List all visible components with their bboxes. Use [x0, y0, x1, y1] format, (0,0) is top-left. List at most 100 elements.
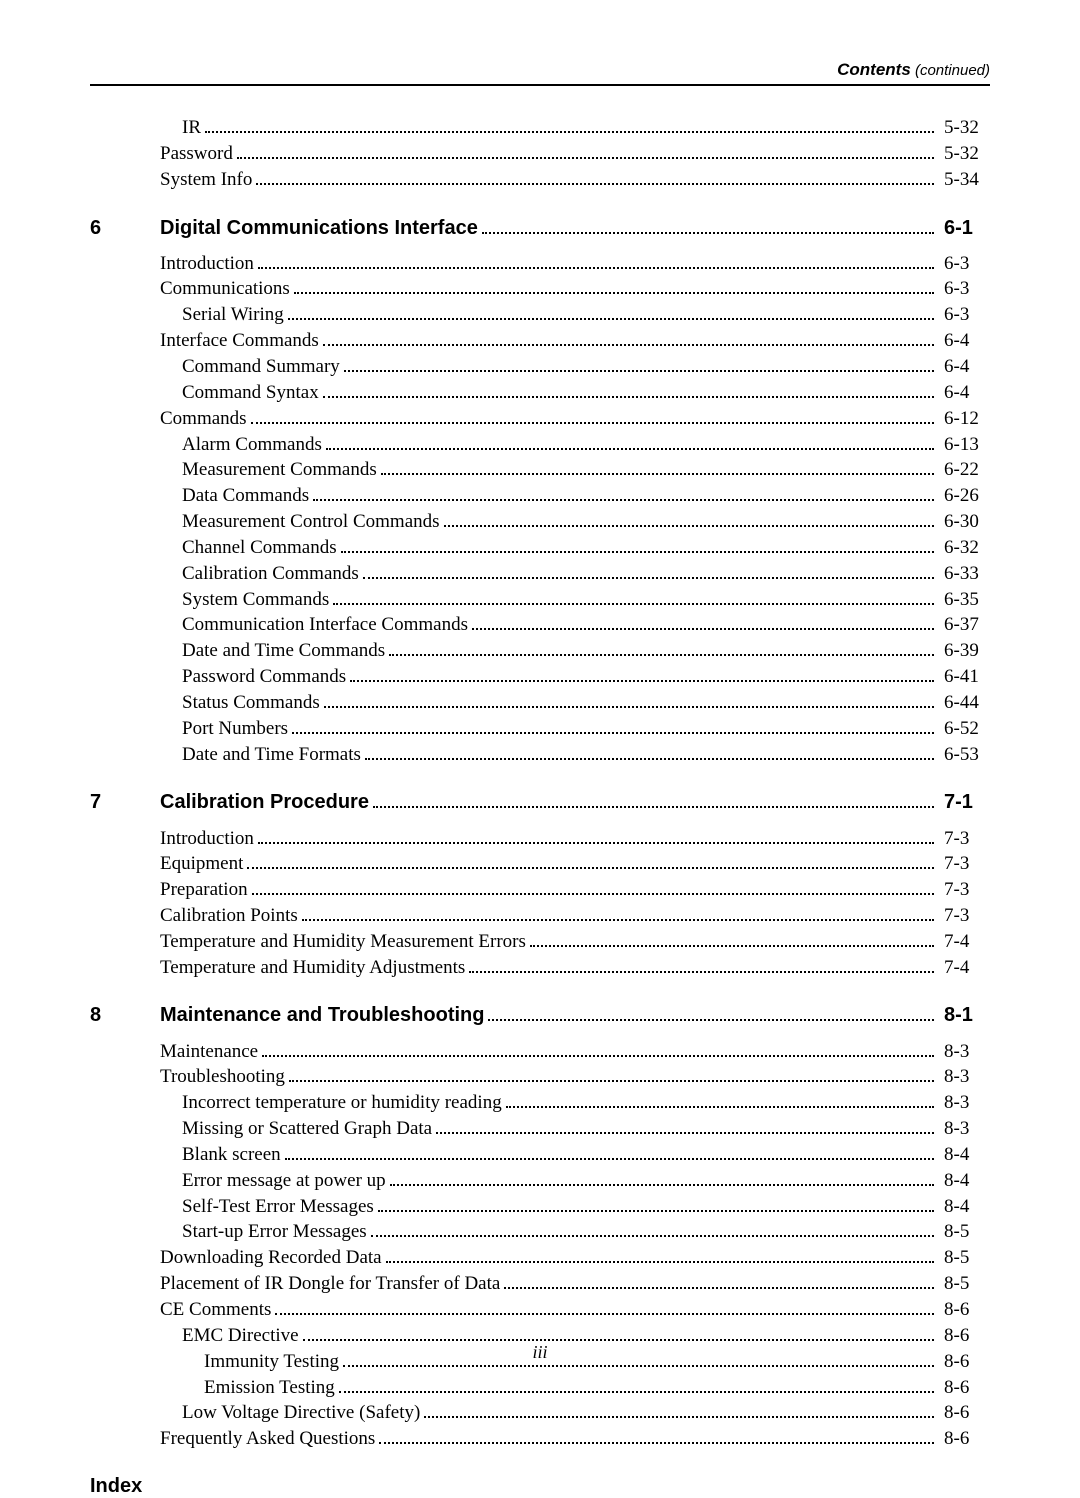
toc-entry: Incorrect temperature or humidity readin… — [160, 1089, 990, 1115]
toc-entry-label: Temperature and Humidity Measurement Err… — [160, 930, 526, 954]
toc-entry-label: Interface Commands — [160, 329, 319, 353]
toc-entry-label: Troubleshooting — [160, 1065, 285, 1089]
toc-entry-page: 7-3 — [938, 852, 990, 876]
toc-leader-dots — [285, 1141, 934, 1160]
toc-entry-page: 8-6 — [938, 1427, 990, 1451]
toc-leader-dots — [344, 353, 934, 372]
toc-chapter-entries: Introduction6-3Communications6-3Serial W… — [160, 250, 990, 767]
toc-chapter-title: Maintenance and Troubleshooting — [160, 1004, 484, 1027]
toc-entry-label: Data Commands — [160, 484, 309, 508]
toc-entry-page: 8-6 — [938, 1298, 990, 1322]
toc-entry-label: Self-Test Error Messages — [160, 1195, 374, 1219]
toc-entry-page: 6-3 — [938, 252, 990, 276]
toc-leader-dots — [390, 1167, 934, 1186]
toc-entry-label: Password Commands — [160, 665, 346, 689]
toc-entry-page: 8-3 — [938, 1091, 990, 1115]
toc-entry-label: Date and Time Formats — [160, 743, 361, 767]
toc-leader-dots — [333, 586, 934, 605]
toc-entry-label: Blank screen — [160, 1143, 281, 1167]
toc-entry-label: CE Comments — [160, 1298, 271, 1322]
toc-entry-page: 6-30 — [938, 510, 990, 534]
toc-entry-label: Commands — [160, 407, 247, 431]
toc-entry-page: 8-5 — [938, 1220, 990, 1244]
toc-entry-page: 6-22 — [938, 458, 990, 482]
toc-leader-dots — [371, 1218, 934, 1237]
toc-entry: Command Syntax6-4 — [160, 379, 990, 405]
toc-entry-page: 8-4 — [938, 1169, 990, 1193]
toc-entry-label: Calibration Commands — [160, 562, 359, 586]
toc-leader-dots — [436, 1115, 934, 1134]
toc-entry: Troubleshooting 8-3 — [160, 1063, 990, 1089]
toc-leader-dots — [365, 741, 934, 760]
toc-entry-label: Port Numbers — [160, 717, 288, 741]
toc-entry-label: Equipment — [160, 852, 243, 876]
toc-entry-page: 8-3 — [938, 1117, 990, 1141]
toc-entry: Frequently Asked Questions8-6 — [160, 1425, 990, 1451]
toc-entry-page: 6-33 — [938, 562, 990, 586]
toc-entry-page: 6-35 — [938, 588, 990, 612]
toc-leader-dots — [506, 1089, 934, 1108]
toc-leader-dots — [444, 508, 934, 527]
toc-entry-label: Status Commands — [160, 691, 320, 715]
toc-entry-label: Date and Time Commands — [160, 639, 385, 663]
toc-entry: Serial Wiring 6-3 — [160, 301, 990, 327]
toc-entry-label: Measurement Control Commands — [160, 510, 440, 534]
toc-chapter-line: Digital Communications Interface6-1 — [160, 214, 990, 240]
toc-entry: Interface Commands6-4 — [160, 327, 990, 353]
toc-leader-dots — [350, 663, 934, 682]
toc-entry-label: Emission Testing — [160, 1376, 335, 1400]
toc-chapter-line: Calibration Procedure7-1 — [160, 788, 990, 814]
toc-entry-page: 6-3 — [938, 277, 990, 301]
toc-entry-page: 7-4 — [938, 956, 990, 980]
toc-entry-label: Preparation — [160, 878, 248, 902]
toc-entry-label: Communication Interface Commands — [160, 613, 468, 637]
toc-entry-page: 8-3 — [938, 1040, 990, 1064]
toc-entry: Password Commands 6-41 — [160, 663, 990, 689]
toc-entry-page: 8-3 — [938, 1065, 990, 1089]
toc-entry: System Info5-34 — [160, 166, 990, 192]
toc-leader-dots — [205, 114, 934, 133]
toc-leader-dots — [378, 1193, 934, 1212]
toc-entry: IR 5-32 — [160, 114, 990, 140]
toc-entry-label: System Commands — [160, 588, 329, 612]
toc-entry: Commands6-12 — [160, 405, 990, 431]
page: Contents (continued) IR5-32Password5-32S… — [0, 0, 1080, 1397]
page-number: iii — [0, 1342, 1080, 1363]
toc-entry: Introduction7-3 — [160, 824, 990, 850]
toc-leader-dots — [324, 689, 934, 708]
toc-entry-page: 6-32 — [938, 536, 990, 560]
toc-leader-dots — [488, 1001, 934, 1021]
toc-entry-label: Serial Wiring — [160, 303, 284, 327]
toc-leader-dots — [252, 876, 934, 895]
toc-chapter-number: 8 — [90, 1004, 160, 1027]
toc-entry-page: 8-5 — [938, 1246, 990, 1270]
toc-entry-label: IR — [160, 116, 201, 140]
toc-leader-dots — [504, 1270, 934, 1289]
toc-entry-label: Incorrect temperature or humidity readin… — [160, 1091, 502, 1115]
toc-entry: Communications 6-3 — [160, 275, 990, 301]
toc-leader-dots — [288, 301, 934, 320]
toc-entry-label: Communications — [160, 277, 290, 301]
toc-entry-page: 6-3 — [938, 303, 990, 327]
toc-entry: Measurement Control Commands 6-30 — [160, 508, 990, 534]
toc-entry: CE Comments 8-6 — [160, 1296, 990, 1322]
toc-entry-label: System Info — [160, 168, 252, 192]
toc-entry-label: Placement of IR Dongle for Transfer of D… — [160, 1272, 500, 1296]
toc-chapter-row: 7Calibration Procedure7-1 — [90, 788, 990, 814]
toc-leader-dots — [363, 560, 934, 579]
toc-entry-page: 6-41 — [938, 665, 990, 689]
toc-leader-dots — [482, 214, 934, 234]
toc-chapter-row: 6Digital Communications Interface6-1 — [90, 214, 990, 240]
toc-entry-label: Calibration Points — [160, 904, 298, 928]
toc-entry-page: 7-3 — [938, 878, 990, 902]
toc-entry-page: 8-4 — [938, 1195, 990, 1219]
toc-entry-page: 5-32 — [938, 142, 990, 166]
toc-entry-label: Command Syntax — [160, 381, 319, 405]
toc-chapter-page: 7-1 — [938, 791, 990, 814]
toc-entry-page: 5-32 — [938, 116, 990, 140]
toc-leader-dots — [313, 482, 934, 501]
toc-body: IR5-32Password5-32System Info5-346Digita… — [90, 114, 990, 1451]
toc-entry: Equipment 7-3 — [160, 850, 990, 876]
toc-chapter-number: 7 — [90, 791, 160, 814]
toc-entry: Alarm Commands6-13 — [160, 430, 990, 456]
